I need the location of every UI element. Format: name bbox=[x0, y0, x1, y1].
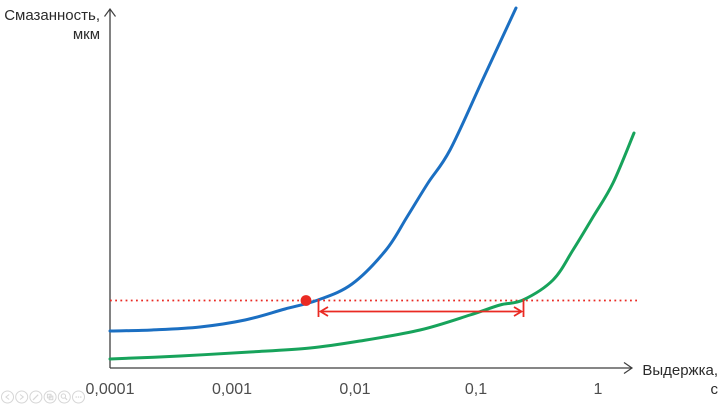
green-curve bbox=[108, 131, 636, 361]
x-axis-title: Выдержка, с bbox=[638, 361, 718, 399]
y-axis-title: Смазанность, мкм bbox=[0, 6, 100, 44]
x-axis-title-line1: Выдержка, bbox=[642, 362, 718, 379]
series-curves bbox=[108, 6, 636, 361]
marker-dot bbox=[300, 295, 312, 306]
chevron-left-icon[interactable] bbox=[1, 390, 14, 404]
range-arrowhead-left bbox=[318, 306, 329, 317]
magnifier-icon[interactable] bbox=[57, 390, 71, 404]
x-tick-3: 0,1 bbox=[464, 381, 488, 398]
watermark-toolbar bbox=[1, 390, 85, 404]
x-axis-title-line2: с bbox=[710, 381, 719, 398]
blue-curve bbox=[108, 6, 518, 333]
chevron-right-icon[interactable] bbox=[15, 390, 29, 404]
copy-icon[interactable] bbox=[43, 390, 57, 404]
x-tick-1: 0,001 bbox=[211, 381, 253, 398]
y-axis-title-line2: мкм bbox=[72, 26, 100, 43]
range-arrowhead-right bbox=[513, 306, 524, 317]
y-axis-title-line1: Смазанность, bbox=[4, 7, 100, 24]
x-tick-4: 1 bbox=[593, 381, 603, 398]
x-tick-2: 0,01 bbox=[339, 381, 371, 398]
ellipsis-icon[interactable] bbox=[72, 390, 85, 404]
x-tick-0: 0,0001 bbox=[85, 381, 135, 398]
red-annotations bbox=[300, 295, 525, 317]
axes bbox=[104, 7, 634, 374]
pencil-icon[interactable] bbox=[29, 390, 43, 404]
